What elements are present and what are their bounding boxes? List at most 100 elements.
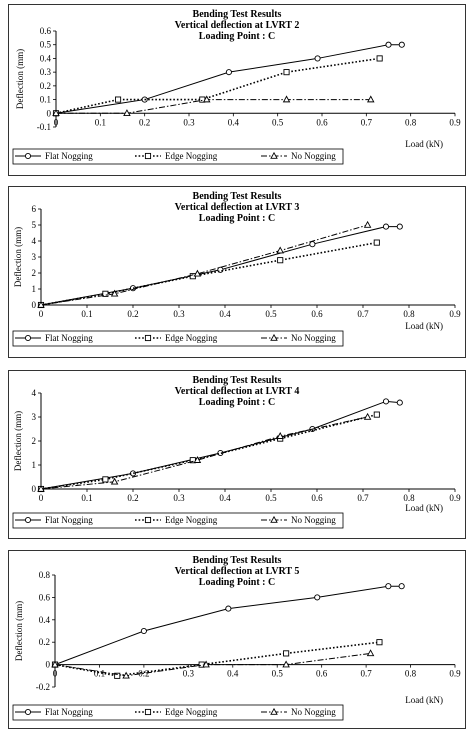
data-point	[114, 672, 121, 679]
y-tick-label: 0	[32, 300, 37, 310]
data-point	[110, 477, 119, 485]
x-tick-label: 0.9	[449, 493, 461, 503]
x-tick-label: 0.6	[311, 493, 323, 503]
data-point	[396, 223, 403, 230]
chart-subtitle-2: Loading Point : C	[199, 213, 275, 224]
x-tick-label: 0.5	[265, 493, 277, 503]
chart-subtitle: Vertical deflection at LVRT 2	[175, 20, 300, 31]
data-point	[385, 583, 392, 590]
legend-swatch-marker	[144, 708, 152, 716]
data-point	[373, 411, 380, 418]
y-tick-label: 0.3	[40, 67, 52, 77]
x-tick-label: 0.7	[360, 669, 372, 679]
y-tick-label: -0.2	[36, 682, 50, 692]
y-tick-label: 0.6	[39, 592, 51, 602]
chart-title: Bending Test Results	[193, 191, 282, 202]
legend-swatch-marker	[270, 151, 278, 159]
chart-subtitle: Vertical deflection at LVRT 5	[175, 566, 300, 577]
y-tick-label: 0.4	[40, 53, 52, 63]
series-no-nogging	[52, 95, 375, 117]
series-no-nogging	[37, 220, 372, 308]
data-point	[314, 55, 321, 62]
data-point	[282, 95, 291, 103]
x-tick-label: 0.3	[183, 117, 195, 127]
y-tick-label: 4	[32, 388, 37, 398]
series-flat-nogging	[51, 583, 405, 668]
legend-label: Flat Nogging	[45, 333, 93, 343]
y-axis-label: Deflection (mm)	[14, 601, 24, 661]
x-tick-label: 0	[39, 309, 44, 319]
chart-panel-lvrt2: Bending Test Results Vertical deflection …	[8, 4, 466, 176]
x-tick-label: 0.9	[449, 669, 461, 679]
y-tick-label: 0	[47, 108, 52, 118]
x-tick-label: 0.6	[316, 669, 328, 679]
x-tick-label: 0.8	[403, 309, 415, 319]
chart-subtitle-2: Loading Point : C	[199, 577, 275, 588]
chart-subtitle-2: Loading Point : C	[199, 31, 275, 42]
series-line	[40, 241, 377, 306]
x-axis-label: Load (kN)	[405, 503, 443, 513]
legend-label: No Nogging	[291, 333, 336, 343]
x-tick-label: 0.3	[183, 669, 195, 679]
data-point	[140, 627, 147, 635]
x-tick-label: 0.4	[219, 493, 231, 503]
chart-panel-lvrt5: Bending Test Results Vertical deflection …	[8, 550, 466, 729]
x-tick-label: 0.2	[139, 117, 150, 127]
x-tick-label: 0.7	[361, 117, 373, 127]
x-tick-label: 0.4	[228, 117, 240, 127]
data-point	[122, 671, 130, 679]
series-edge-nogging	[52, 55, 383, 117]
y-tick-label: 0.1	[40, 95, 51, 105]
series-line	[54, 585, 402, 666]
legend-swatch-marker	[270, 707, 278, 715]
chart-panel-lvrt3: Bending Test Results Vertical deflection …	[8, 186, 466, 358]
x-tick-label: 0.2	[127, 493, 138, 503]
x-tick-label: 0.4	[219, 309, 231, 319]
data-point	[115, 96, 122, 103]
series-line	[40, 413, 377, 490]
x-tick-label: 0.7	[357, 309, 369, 319]
x-tick-label: 0.6	[311, 309, 323, 319]
data-point	[283, 650, 290, 657]
x-axis-label: Load (kN)	[405, 139, 443, 149]
legend-swatch-marker	[24, 334, 32, 342]
chart-title: Bending Test Results	[193, 555, 282, 566]
legend: Flat Nogging Edge Nogging No Nogging	[12, 512, 344, 529]
y-tick-label: 0.2	[39, 637, 50, 647]
legend-label: No Nogging	[291, 707, 336, 717]
y-tick-label: 3	[32, 412, 37, 422]
legend-swatch-marker	[270, 515, 278, 523]
series-line	[40, 400, 400, 490]
data-point	[376, 55, 383, 62]
data-point	[129, 285, 137, 292]
y-tick-label: 0.2	[40, 81, 51, 91]
data-point	[283, 69, 290, 76]
data-point	[366, 649, 375, 657]
data-point	[363, 412, 372, 420]
legend-box	[12, 704, 344, 721]
data-point	[102, 290, 109, 297]
data-point	[123, 109, 131, 117]
y-tick-label: 0.4	[39, 615, 51, 625]
series-flat-nogging	[37, 398, 403, 493]
series-no-nogging	[51, 649, 375, 679]
legend-box	[12, 330, 344, 347]
y-axis-label: Deflection (mm)	[13, 227, 23, 287]
data-point	[225, 605, 232, 612]
legend-box	[12, 148, 344, 165]
legend: Flat Nogging Edge Nogging No Nogging	[12, 148, 344, 165]
chart-subtitle-2: Loading Point : C	[199, 397, 275, 408]
chart-panel-lvrt4: Bending Test Results Vertical deflection …	[8, 370, 466, 539]
legend-swatch-marker	[144, 334, 152, 342]
x-axis-label: Load (kN)	[405, 321, 443, 331]
legend-swatch-marker	[144, 152, 152, 160]
series-line	[55, 57, 380, 115]
data-point	[396, 399, 403, 406]
data-point	[382, 398, 390, 405]
legend-swatch-marker	[24, 708, 32, 716]
data-point	[51, 660, 59, 668]
data-point	[373, 239, 380, 246]
